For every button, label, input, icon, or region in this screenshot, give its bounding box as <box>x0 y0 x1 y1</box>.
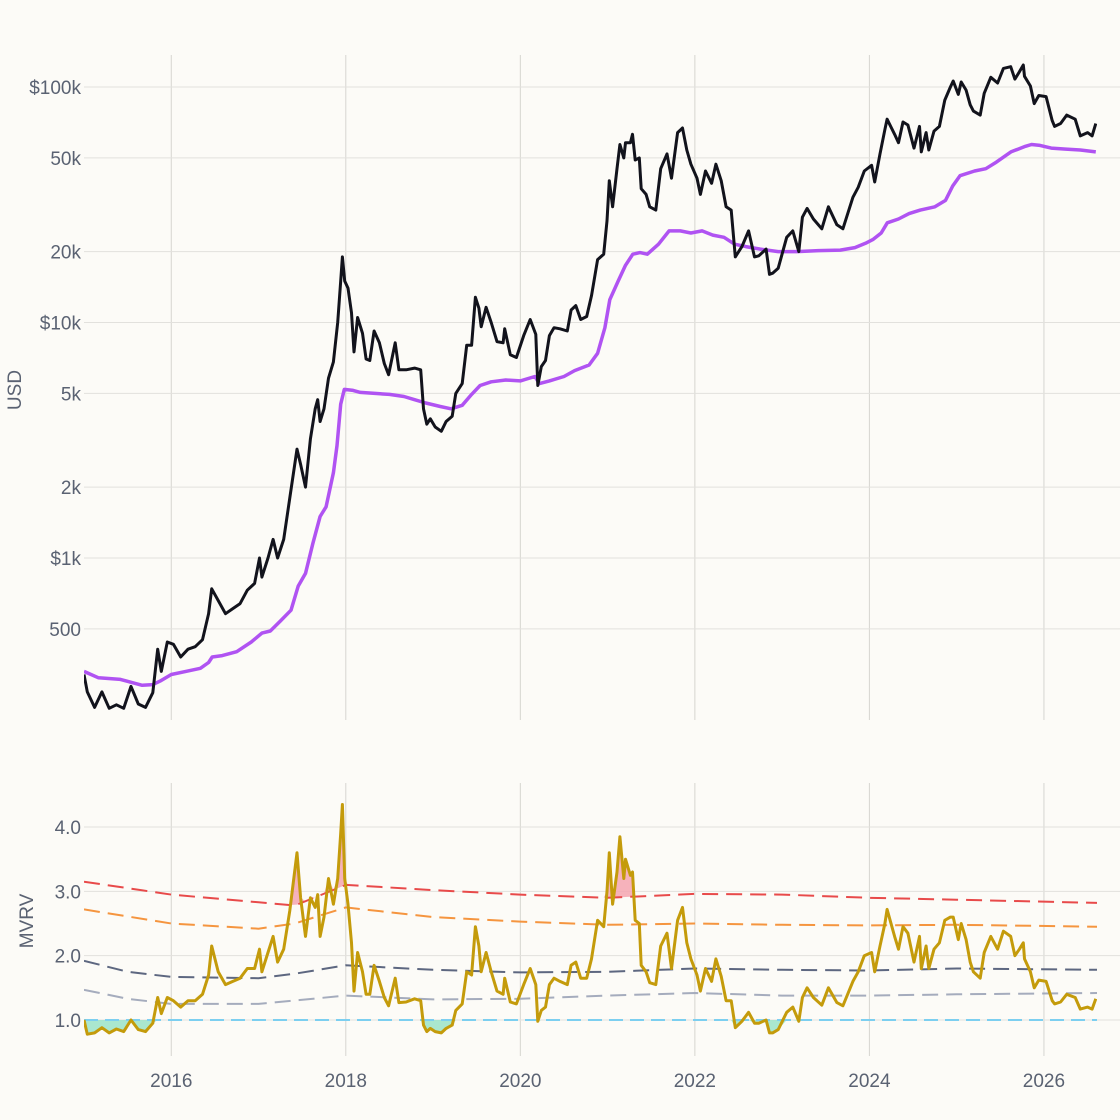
price-y-tick-label: 50k <box>50 149 81 170</box>
undervalued-fill <box>84 1020 1096 1035</box>
mvrv-panel-grid <box>84 783 1120 1056</box>
mvrv-y-tick-label: 3.0 <box>55 882 81 903</box>
price-y-tick-label: 2k <box>61 478 82 499</box>
price-y-tick-label: 500 <box>49 620 81 641</box>
x-axis-tick-labels: 2016 2018 2020 2022 2024 2026 <box>150 1071 1065 1092</box>
price-panel-grid <box>84 55 1120 720</box>
price-panel-lines <box>84 63 1097 710</box>
x-tick-label: 2024 <box>848 1071 891 1092</box>
mid-band-line <box>84 959 1097 980</box>
price-y-tick-label: 20k <box>50 243 81 264</box>
x-tick-label: 2018 <box>325 1071 367 1092</box>
low-band-line <box>84 988 1097 1005</box>
mvrv-y-tick-label: 4.0 <box>55 818 81 839</box>
high-band-line <box>84 906 1097 930</box>
overvalued-fill <box>84 804 1096 905</box>
price-y-tick-label: $1k <box>50 549 81 570</box>
price-panel-tick-labels: $100k 50k 20k $10k 5k 2k $1k 500 <box>29 78 81 641</box>
x-tick-label: 2016 <box>150 1071 192 1092</box>
x-tick-label: 2026 <box>1023 1071 1065 1092</box>
mvrv-panel-tick-labels: 1.0 2.0 3.0 4.0 <box>55 818 81 1032</box>
mvrv-y-tick-label: 2.0 <box>55 947 81 968</box>
mvrv-panel-lines <box>84 803 1097 1036</box>
mvrv-y-tick-label: 1.0 <box>55 1011 81 1032</box>
mvrv-series-line <box>84 803 1097 1036</box>
price-y-tick-label: $10k <box>40 314 82 335</box>
price-y-tick-label: 5k <box>61 384 82 405</box>
mvrv-y-axis-title: MVRV <box>17 893 38 948</box>
price-y-axis-title: USD <box>5 370 26 410</box>
realized-price-series-line <box>84 142 1097 688</box>
x-tick-label: 2020 <box>499 1071 541 1092</box>
price-series-line <box>84 63 1097 710</box>
price-y-tick-label: $100k <box>29 78 81 99</box>
upper-band-line <box>84 880 1097 907</box>
x-tick-label: 2022 <box>674 1071 716 1092</box>
